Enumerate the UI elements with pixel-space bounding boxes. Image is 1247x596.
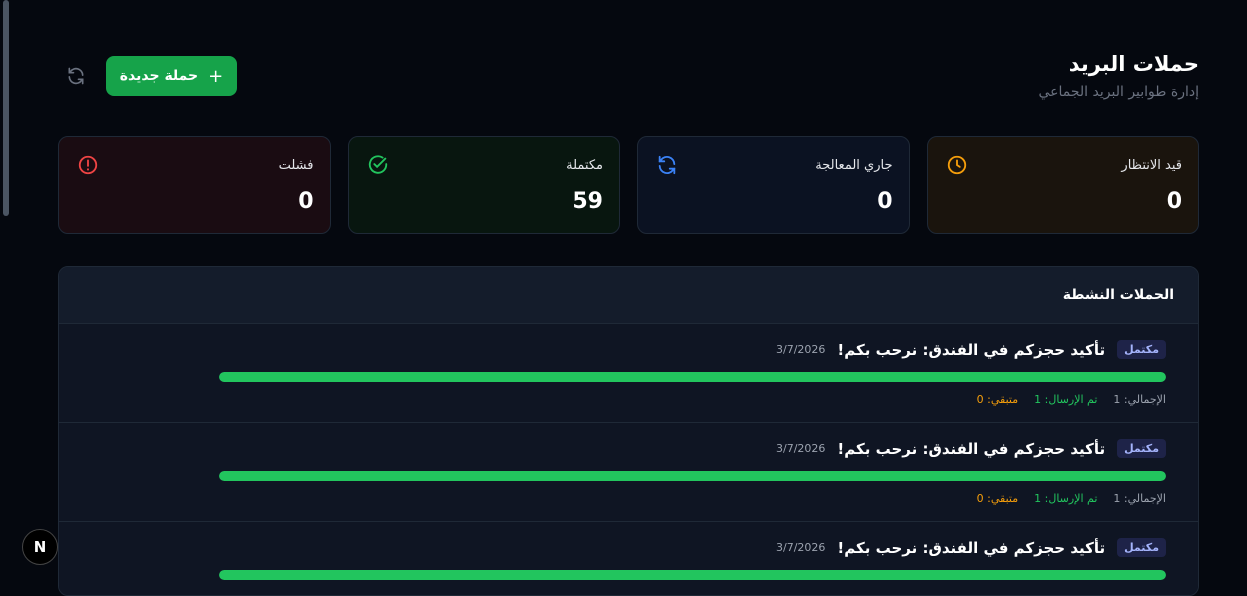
campaign-stats: الإجمالي: 1 تم الإرسال: 1 متبقي: 0 bbox=[977, 393, 1166, 406]
stats-cards: قيد الانتظار 0 جاري المعالجة 0 مكتملة 59… bbox=[58, 136, 1199, 234]
status-badge: مكتمل bbox=[1117, 340, 1166, 359]
campaign-date: 3/7/2026 bbox=[776, 541, 826, 554]
campaign-date: 3/7/2026 bbox=[776, 442, 826, 455]
stat-card: جاري المعالجة 0 bbox=[637, 136, 910, 234]
status-badge: مكتمل bbox=[1117, 538, 1166, 557]
campaign-stats: الإجمالي: 1 تم الإرسال: 1 متبقي: 0 bbox=[977, 492, 1166, 505]
campaign-title: تأكيد حجزكم في الفندق: نرحب بكم! bbox=[837, 439, 1106, 458]
progress-fill bbox=[219, 372, 1166, 382]
alert-circle-icon bbox=[78, 155, 98, 175]
campaign-header: مكتمل تأكيد حجزكم في الفندق: نرحب بكم! 3… bbox=[776, 439, 1166, 458]
progress-fill bbox=[219, 471, 1166, 481]
campaign-row[interactable]: مكتمل تأكيد حجزكم في الفندق: نرحب بكم! 3… bbox=[59, 324, 1198, 423]
panel-title: الحملات النشطة bbox=[59, 267, 1198, 324]
refresh-icon[interactable] bbox=[66, 66, 86, 86]
stat-value: 0 bbox=[298, 189, 314, 214]
stat-label: جاري المعالجة bbox=[815, 158, 893, 173]
active-campaigns-panel: الحملات النشطة مكتمل تأكيد حجزكم في الفن… bbox=[58, 266, 1199, 596]
stat-label: قيد الانتظار bbox=[1121, 158, 1182, 173]
stat-label: مكتملة bbox=[566, 158, 603, 173]
stat-card: قيد الانتظار 0 bbox=[926, 136, 1199, 234]
remaining-count: متبقي: 0 bbox=[976, 492, 1019, 505]
stat-card: مكتملة 59 bbox=[347, 136, 620, 234]
nextjs-dev-badge[interactable]: N bbox=[22, 529, 58, 565]
progress-bar bbox=[219, 372, 1166, 382]
sent-count: تم الإرسال: 1 bbox=[1034, 393, 1098, 406]
progress-fill bbox=[219, 570, 1166, 580]
stat-card: فشلت 0 bbox=[58, 136, 331, 234]
campaign-row[interactable]: مكتمل تأكيد حجزكم في الفندق: نرحب بكم! 3… bbox=[59, 522, 1198, 595]
campaign-title: تأكيد حجزكم في الفندق: نرحب بكم! bbox=[837, 538, 1106, 557]
stat-label: فشلت bbox=[278, 158, 314, 173]
campaign-date: 3/7/2026 bbox=[776, 343, 826, 356]
refresh-icon bbox=[658, 155, 676, 175]
page-subtitle: إدارة طوابير البريد الجماعي bbox=[1038, 84, 1200, 100]
progress-bar bbox=[219, 471, 1166, 481]
header: حملات البريد إدارة طوابير البريد الجماعي… bbox=[58, 52, 1199, 112]
page-title: حملات البريد bbox=[1068, 52, 1199, 76]
stat-value: 59 bbox=[572, 189, 603, 214]
plus-icon: + bbox=[208, 65, 224, 87]
total-count: الإجمالي: 1 bbox=[1113, 492, 1166, 505]
campaign-header: مكتمل تأكيد حجزكم في الفندق: نرحب بكم! 3… bbox=[776, 340, 1166, 359]
stat-value: 0 bbox=[1166, 189, 1182, 214]
campaign-title: تأكيد حجزكم في الفندق: نرحب بكم! bbox=[837, 340, 1106, 359]
progress-bar bbox=[219, 570, 1166, 580]
new-campaign-label: حملة جديدة bbox=[119, 68, 199, 84]
campaign-row[interactable]: مكتمل تأكيد حجزكم في الفندق: نرحب بكم! 3… bbox=[59, 423, 1198, 522]
new-campaign-button[interactable]: + حملة جديدة bbox=[106, 56, 237, 96]
clock-icon bbox=[947, 155, 966, 175]
scrollbar[interactable] bbox=[3, 0, 9, 216]
status-badge: مكتمل bbox=[1117, 439, 1166, 458]
check-circle-icon bbox=[368, 155, 387, 174]
remaining-count: متبقي: 0 bbox=[976, 393, 1019, 406]
campaign-header: مكتمل تأكيد حجزكم في الفندق: نرحب بكم! 3… bbox=[776, 538, 1166, 557]
sent-count: تم الإرسال: 1 bbox=[1034, 492, 1098, 505]
stat-value: 0 bbox=[877, 189, 893, 214]
total-count: الإجمالي: 1 bbox=[1113, 393, 1166, 406]
